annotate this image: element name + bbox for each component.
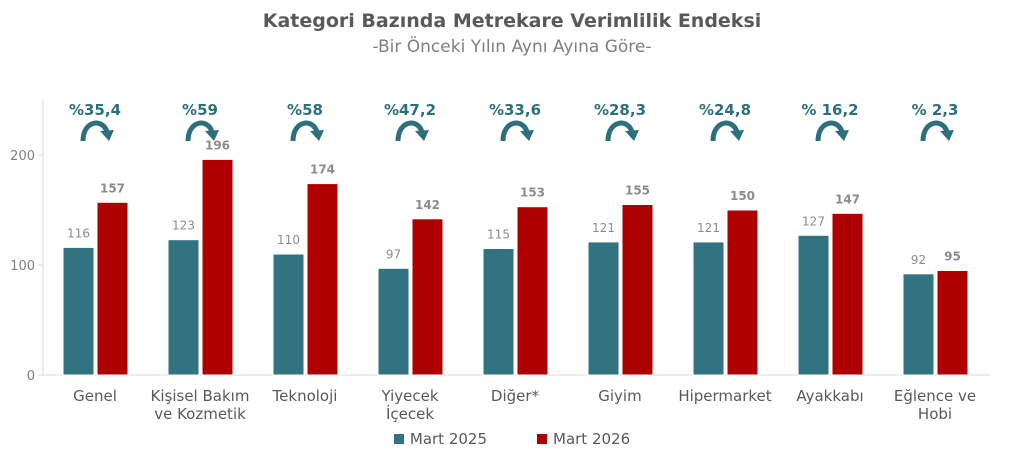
change-label: %47,2 xyxy=(384,101,436,119)
category-label: Genel xyxy=(73,387,117,405)
legend: Mart 2025 Mart 2026 xyxy=(0,430,1024,448)
legend-item-2025: Mart 2025 xyxy=(393,430,487,448)
data-label: 174 xyxy=(310,163,335,177)
legend-item-2026: Mart 2026 xyxy=(537,430,630,448)
arrow-head-icon xyxy=(730,130,744,141)
curved-arrow-icon xyxy=(500,120,530,142)
legend-swatch xyxy=(393,434,404,444)
chart-title: Kategori Bazında Metrekare Verimlilik En… xyxy=(262,10,762,32)
category-label: Teknoloji xyxy=(272,387,338,405)
category-label: İçecek xyxy=(386,404,434,423)
bar-2026 xyxy=(96,201,129,376)
curved-arrow-icon xyxy=(920,120,950,142)
legend-label: Mart 2025 xyxy=(409,430,487,448)
arrow-head-icon xyxy=(520,130,534,141)
bar-2025 xyxy=(167,239,200,376)
y-tick-label: 0 xyxy=(27,369,35,384)
data-label: 147 xyxy=(835,192,860,206)
bar-2025 xyxy=(902,273,935,376)
bar-2025 xyxy=(62,246,95,376)
curved-arrow-icon xyxy=(710,120,740,142)
curved-arrow-icon xyxy=(815,120,845,142)
change-label: %28,3 xyxy=(594,101,646,119)
bar-2025 xyxy=(377,267,410,376)
bar-2025 xyxy=(272,253,305,376)
bar-2026 xyxy=(516,206,549,376)
change-label: %35,4 xyxy=(69,101,121,119)
bar-2025 xyxy=(797,234,830,376)
data-label: 97 xyxy=(386,247,401,261)
data-label: 121 xyxy=(592,221,615,235)
change-label: %59 xyxy=(182,101,218,119)
data-label: 116 xyxy=(67,226,90,240)
arrow-head-icon xyxy=(940,130,954,141)
curved-arrow-icon xyxy=(605,120,635,142)
y-tick-label: 100 xyxy=(10,259,35,274)
category-label: Kişisel Bakım xyxy=(151,387,250,405)
category-label: Giyim xyxy=(598,387,641,405)
curved-arrow-icon xyxy=(80,120,110,142)
curved-arrow-icon xyxy=(395,120,425,142)
curved-arrow-icon xyxy=(290,120,320,142)
arrow-head-icon xyxy=(100,130,114,141)
category-label: Ayakkabı xyxy=(796,387,863,405)
data-label: 155 xyxy=(625,184,650,198)
category-label: ve Kozmetik xyxy=(154,405,246,423)
category-label: Diğer* xyxy=(491,387,540,405)
arrow-head-icon xyxy=(310,130,324,141)
bar-2026 xyxy=(831,212,864,376)
data-label: 196 xyxy=(205,138,230,152)
category-label: Hipermarket xyxy=(678,387,771,405)
bar-2026 xyxy=(201,158,234,376)
data-label: 157 xyxy=(100,181,125,195)
legend-swatch xyxy=(537,434,547,444)
bar-2026 xyxy=(936,270,969,376)
legend-label: Mart 2026 xyxy=(553,430,631,448)
bar-2026 xyxy=(726,209,759,376)
change-label: % 16,2 xyxy=(801,101,858,119)
data-label: 153 xyxy=(520,186,545,200)
data-label: 121 xyxy=(697,221,720,235)
bar-2025 xyxy=(482,248,515,376)
change-label: %33,6 xyxy=(489,101,541,119)
curved-arrow-icon xyxy=(185,120,215,142)
change-label: %24,8 xyxy=(699,101,751,119)
category-label: Hobi xyxy=(918,405,952,423)
data-label: 123 xyxy=(172,219,195,233)
arrow-head-icon xyxy=(415,130,429,141)
data-label: 115 xyxy=(487,228,510,242)
bar-2025 xyxy=(692,241,725,376)
data-label: 110 xyxy=(277,233,300,247)
data-label: 127 xyxy=(802,214,825,228)
chart-subtitle: -Bir Önceki Yılın Aynı Ayına Göre- xyxy=(372,37,652,57)
y-tick-label: 200 xyxy=(10,149,35,164)
bar-2025 xyxy=(587,241,620,376)
bar-2026 xyxy=(621,204,654,376)
category-label: Eğlence ve xyxy=(894,387,976,405)
change-label: % 2,3 xyxy=(912,101,959,119)
arrow-head-icon xyxy=(835,130,849,141)
data-label: 142 xyxy=(415,198,440,212)
data-label: 95 xyxy=(944,250,961,264)
category-label: Yiyecek xyxy=(380,387,438,405)
bar-2026 xyxy=(411,218,444,376)
data-label: 150 xyxy=(730,189,755,203)
bar-2026 xyxy=(306,183,339,376)
arrow-head-icon xyxy=(205,130,219,141)
data-label: 92 xyxy=(911,253,926,267)
arrow-head-icon xyxy=(625,130,639,141)
change-label: %58 xyxy=(287,101,323,119)
